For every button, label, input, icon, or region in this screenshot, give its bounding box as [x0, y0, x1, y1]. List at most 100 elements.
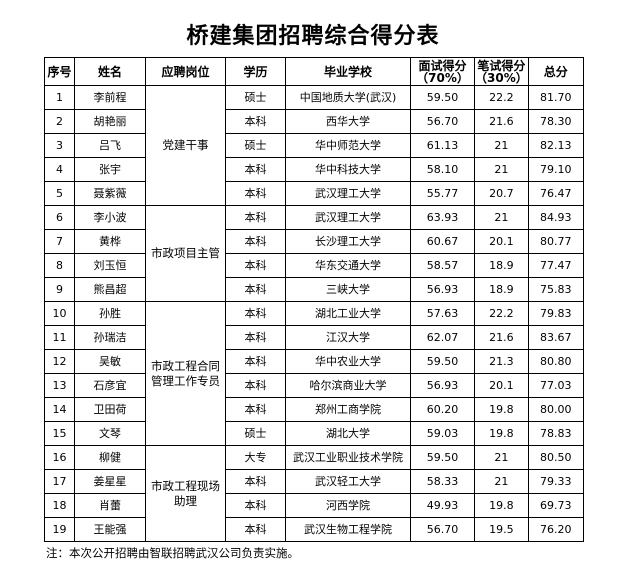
- cell-school: 华东交通大学: [285, 253, 411, 278]
- cell-degree: 本科: [225, 157, 286, 182]
- cell-name: 熊昌超: [74, 277, 146, 302]
- cell-name: 柳健: [74, 445, 146, 470]
- cell-name: 黄桦: [74, 229, 146, 254]
- cell-degree: 本科: [225, 349, 286, 374]
- cell-total-score: 81.70: [527, 85, 584, 110]
- cell-degree: 本科: [225, 205, 286, 230]
- table-row: 12 吴敏 本科 华中农业大学 59.50 21.3 80.80: [44, 349, 584, 374]
- cell-total-score: 80.80: [527, 349, 584, 374]
- cell-school: 长沙理工大学: [285, 229, 411, 254]
- cell-total-score: 76.20: [527, 517, 584, 542]
- cell-school: 武汉生物工程学院: [285, 517, 411, 542]
- cell-index: 3: [44, 133, 75, 158]
- cell-degree: 本科: [225, 325, 286, 350]
- cell-index: 6: [44, 205, 75, 230]
- cell-name: 李前程: [74, 85, 146, 110]
- cell-index: 16: [44, 445, 75, 470]
- header-total: 总分: [527, 57, 584, 86]
- header-interview: 面试得分（70%）: [410, 57, 475, 86]
- cell-school: 武汉理工大学: [285, 181, 411, 206]
- cell-written-score: 21: [474, 133, 529, 158]
- cell-total-score: 77.47: [527, 253, 584, 278]
- table-row: 6 李小波 市政项目主管 本科 武汉理工大学 63.93 21 84.93: [44, 205, 584, 302]
- cell-interview-score: 58.57: [410, 253, 475, 278]
- table-row: 8 刘玉恒 本科 华东交通大学 58.57 18.9 77.47: [44, 253, 584, 278]
- cell-interview-score: 59.50: [410, 445, 475, 470]
- table-row: 9 熊昌超 本科 三峡大学 56.93 18.9 75.83: [44, 277, 584, 302]
- cell-total-score: 83.67: [527, 325, 584, 350]
- cell-interview-score: 62.07: [410, 325, 475, 350]
- cell-interview-score: 60.20: [410, 397, 475, 422]
- cell-school: 华中农业大学: [285, 349, 411, 374]
- header-name: 姓名: [74, 57, 146, 86]
- cell-name: 肖蕾: [74, 493, 146, 518]
- cell-degree: 硕士: [225, 85, 286, 110]
- cell-school: 中国地质大学(武汉): [285, 85, 411, 110]
- cell-total-score: 79.10: [527, 157, 584, 182]
- cell-interview-score: 59.50: [410, 349, 475, 374]
- cell-name: 李小波: [74, 205, 146, 230]
- cell-total-score: 69.73: [527, 493, 584, 518]
- cell-degree: 本科: [225, 253, 286, 278]
- cell-degree: 本科: [225, 109, 286, 134]
- cell-interview-score: 56.93: [410, 373, 475, 398]
- cell-written-score: 19.8: [474, 397, 529, 422]
- cell-school: 武汉理工大学: [285, 205, 411, 230]
- header-school: 毕业学校: [285, 57, 411, 86]
- page-title: 桥建集团招聘综合得分表: [186, 23, 440, 49]
- cell-index: 12: [44, 349, 75, 374]
- cell-index: 15: [44, 421, 75, 446]
- cell-degree: 本科: [225, 493, 286, 518]
- cell-index: 17: [44, 469, 75, 494]
- cell-name: 石彦宜: [74, 373, 146, 398]
- cell-name: 刘玉恒: [74, 253, 146, 278]
- table-row: 10 孙胜 市政工程合同管理工作专员 本科 湖北工业大学 57.63 22.2 79.83: [44, 301, 584, 446]
- cell-written-score: 22.2: [474, 301, 529, 326]
- cell-interview-score: 59.03: [410, 421, 475, 446]
- table-row: 17 姜星星 本科 武汉轻工大学 58.33 21 79.33: [44, 469, 584, 494]
- cell-index: 11: [44, 325, 75, 350]
- cell-position: 市政工程现场助理: [145, 445, 226, 542]
- cell-index: 5: [44, 181, 75, 206]
- cell-degree: 本科: [225, 181, 286, 206]
- cell-school: 湖北工业大学: [285, 301, 411, 326]
- cell-index: 19: [44, 517, 75, 542]
- cell-degree: 本科: [225, 229, 286, 254]
- cell-total-score: 78.83: [527, 421, 584, 446]
- cell-degree: 本科: [225, 373, 286, 398]
- table-row: 16 柳健 市政工程现场助理 大专 武汉工业职业技术学院 59.50 21 80.50: [44, 445, 584, 542]
- cell-total-score: 78.30: [527, 109, 584, 134]
- cell-degree: 本科: [225, 301, 286, 326]
- header-position: 应聘岗位: [145, 57, 226, 86]
- cell-interview-score: 63.93: [410, 205, 475, 230]
- cell-name: 吴敏: [74, 349, 146, 374]
- cell-index: 7: [44, 229, 75, 254]
- cell-school: 武汉轻工大学: [285, 469, 411, 494]
- cell-interview-score: 56.93: [410, 277, 475, 302]
- header-index: 序号: [44, 57, 75, 86]
- cell-written-score: 19.8: [474, 421, 529, 446]
- cell-total-score: 76.47: [527, 181, 584, 206]
- cell-name: 文琴: [74, 421, 146, 446]
- cell-total-score: 79.33: [527, 469, 584, 494]
- cell-total-score: 80.77: [527, 229, 584, 254]
- cell-written-score: 21.6: [474, 109, 529, 134]
- cell-name: 张宇: [74, 157, 146, 182]
- cell-name: 孙胜: [74, 301, 146, 326]
- cell-degree: 本科: [225, 517, 286, 542]
- cell-written-score: 21.6: [474, 325, 529, 350]
- cell-index: 8: [44, 253, 75, 278]
- cell-total-score: 80.00: [527, 397, 584, 422]
- cell-school: 河西学院: [285, 493, 411, 518]
- cell-school: 三峡大学: [285, 277, 411, 302]
- cell-degree: 大专: [225, 445, 286, 470]
- cell-total-score: 82.13: [527, 133, 584, 158]
- cell-written-score: 20.7: [474, 181, 529, 206]
- cell-written-score: 22.2: [474, 85, 529, 110]
- cell-name: 卫田荷: [74, 397, 146, 422]
- cell-school: 华中科技大学: [285, 157, 411, 182]
- cell-written-score: 21: [474, 445, 529, 470]
- cell-interview-score: 58.10: [410, 157, 475, 182]
- table-row: 5 聂紫薇 本科 武汉理工大学 55.77 20.7 76.47: [44, 181, 584, 206]
- cell-written-score: 21: [474, 157, 529, 182]
